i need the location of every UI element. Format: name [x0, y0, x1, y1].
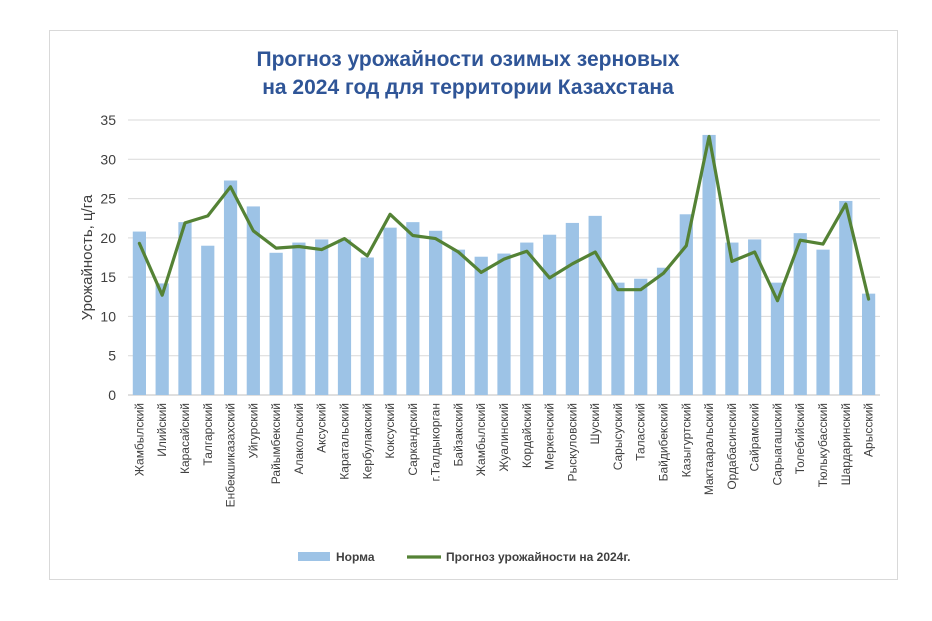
bar	[565, 222, 579, 395]
x-category-label: Сарысуский	[611, 403, 625, 470]
x-category-label: Каратальский	[337, 403, 351, 480]
x-category-label: Жамбылский	[474, 403, 488, 476]
bar	[429, 230, 443, 395]
line-series-forecast	[137, 134, 871, 303]
y-tick-label: 20	[100, 230, 116, 246]
x-category-label: Мактааральский	[702, 403, 716, 495]
x-category-label: Жуалинский	[497, 403, 511, 471]
chart-title-line-1: Прогноз урожайности озимых зерновых	[256, 48, 679, 71]
y-axis-ticks: 0 5 10 15 20 25 30 35	[100, 112, 116, 403]
bar	[451, 249, 466, 395]
bar	[360, 257, 374, 395]
y-tick-label: 15	[100, 269, 116, 285]
bar	[679, 214, 693, 395]
bar	[839, 200, 853, 395]
bar	[223, 180, 238, 395]
x-category-label: Илийский	[155, 403, 169, 457]
x-category-label: Шардаринский	[839, 403, 853, 485]
chart-title: Прогноз урожайности озимых зерновых на 2…	[256, 48, 679, 99]
legend-label-forecast: Прогноз урожайности на 2024г.	[446, 550, 631, 564]
bar	[246, 206, 260, 395]
legend-label-norma: Норма	[336, 550, 375, 564]
x-axis-labels: Жамбылский Илийский Карасайский Талгарский Е…	[132, 403, 875, 507]
bar	[155, 283, 169, 395]
chart-svg: Прогноз урожайности озимых зерновых на 2…	[79, 48, 880, 564]
x-category-label: Талгарский	[201, 403, 215, 466]
x-category-label: Аксуский	[315, 403, 329, 453]
x-category-label: Райымбекский	[269, 403, 283, 484]
x-category-label: Казыгуртский	[679, 403, 693, 477]
bar	[520, 242, 534, 395]
bar	[793, 233, 807, 395]
x-category-label: Алакольский	[292, 403, 306, 474]
x-category-label: Байзакский	[451, 403, 465, 466]
chart-area: Прогноз урожайности озимых зерновых на 2…	[49, 30, 898, 580]
bar	[611, 282, 625, 395]
x-category-label: Кербулакский	[360, 403, 374, 479]
x-category-label: Сайрамский	[748, 403, 762, 471]
x-category-label: Байдибекский	[657, 403, 671, 481]
bar	[132, 231, 147, 395]
x-category-label: Коксуский	[383, 403, 397, 459]
bar	[588, 215, 602, 395]
x-category-label: Ордабасинский	[725, 403, 739, 490]
bar	[816, 249, 830, 395]
x-category-label: Арысский	[862, 403, 876, 457]
x-category-label: Рыскуловский	[565, 403, 579, 481]
bar	[770, 282, 785, 395]
x-category-label: Саркандский	[406, 403, 420, 476]
y-tick-label: 0	[108, 387, 116, 403]
x-category-label: Жамбылский	[132, 403, 146, 476]
bar	[474, 256, 488, 395]
bar	[269, 252, 283, 395]
x-category-label: Меркенский	[543, 403, 557, 470]
bar	[337, 239, 352, 395]
bar	[292, 242, 306, 395]
bar	[201, 245, 215, 395]
bar	[725, 242, 739, 395]
x-category-label: Карасайский	[178, 403, 192, 474]
bar	[542, 234, 557, 395]
bar	[656, 267, 671, 395]
x-category-label: Енбекшиказахский	[224, 403, 238, 507]
bar	[748, 239, 762, 395]
y-tick-label: 10	[100, 308, 116, 324]
x-category-label: Сарыагашский	[770, 403, 784, 486]
forecast-line	[137, 134, 871, 303]
legend: Норма Прогноз урожайности на 2024г.	[298, 550, 631, 564]
bar	[702, 134, 716, 395]
y-axis-title: Урожайность, ц/га	[79, 194, 96, 320]
bar	[861, 293, 876, 395]
y-tick-label: 35	[100, 112, 116, 128]
chart-title-line-2: на 2024 год для территории Казахстана	[262, 76, 674, 99]
bar	[315, 239, 329, 395]
bar	[178, 222, 192, 395]
legend-swatch-norma	[298, 552, 330, 561]
x-category-label: Уйгурский	[246, 403, 260, 459]
y-tick-label: 25	[100, 191, 116, 207]
y-tick-label: 5	[108, 348, 116, 364]
y-tick-label: 30	[100, 151, 116, 167]
x-category-label: Тюлькубасский	[816, 403, 830, 487]
x-category-label: Шуский	[588, 403, 602, 445]
bar	[383, 227, 397, 395]
x-category-label: г.Талдыкорган	[429, 403, 443, 482]
x-category-label: Толебийский	[793, 403, 807, 474]
bar	[634, 278, 648, 395]
x-category-label: Таласский	[634, 403, 648, 461]
bar	[406, 222, 420, 395]
bar	[497, 253, 511, 395]
x-category-label: Кордайский	[520, 403, 534, 468]
